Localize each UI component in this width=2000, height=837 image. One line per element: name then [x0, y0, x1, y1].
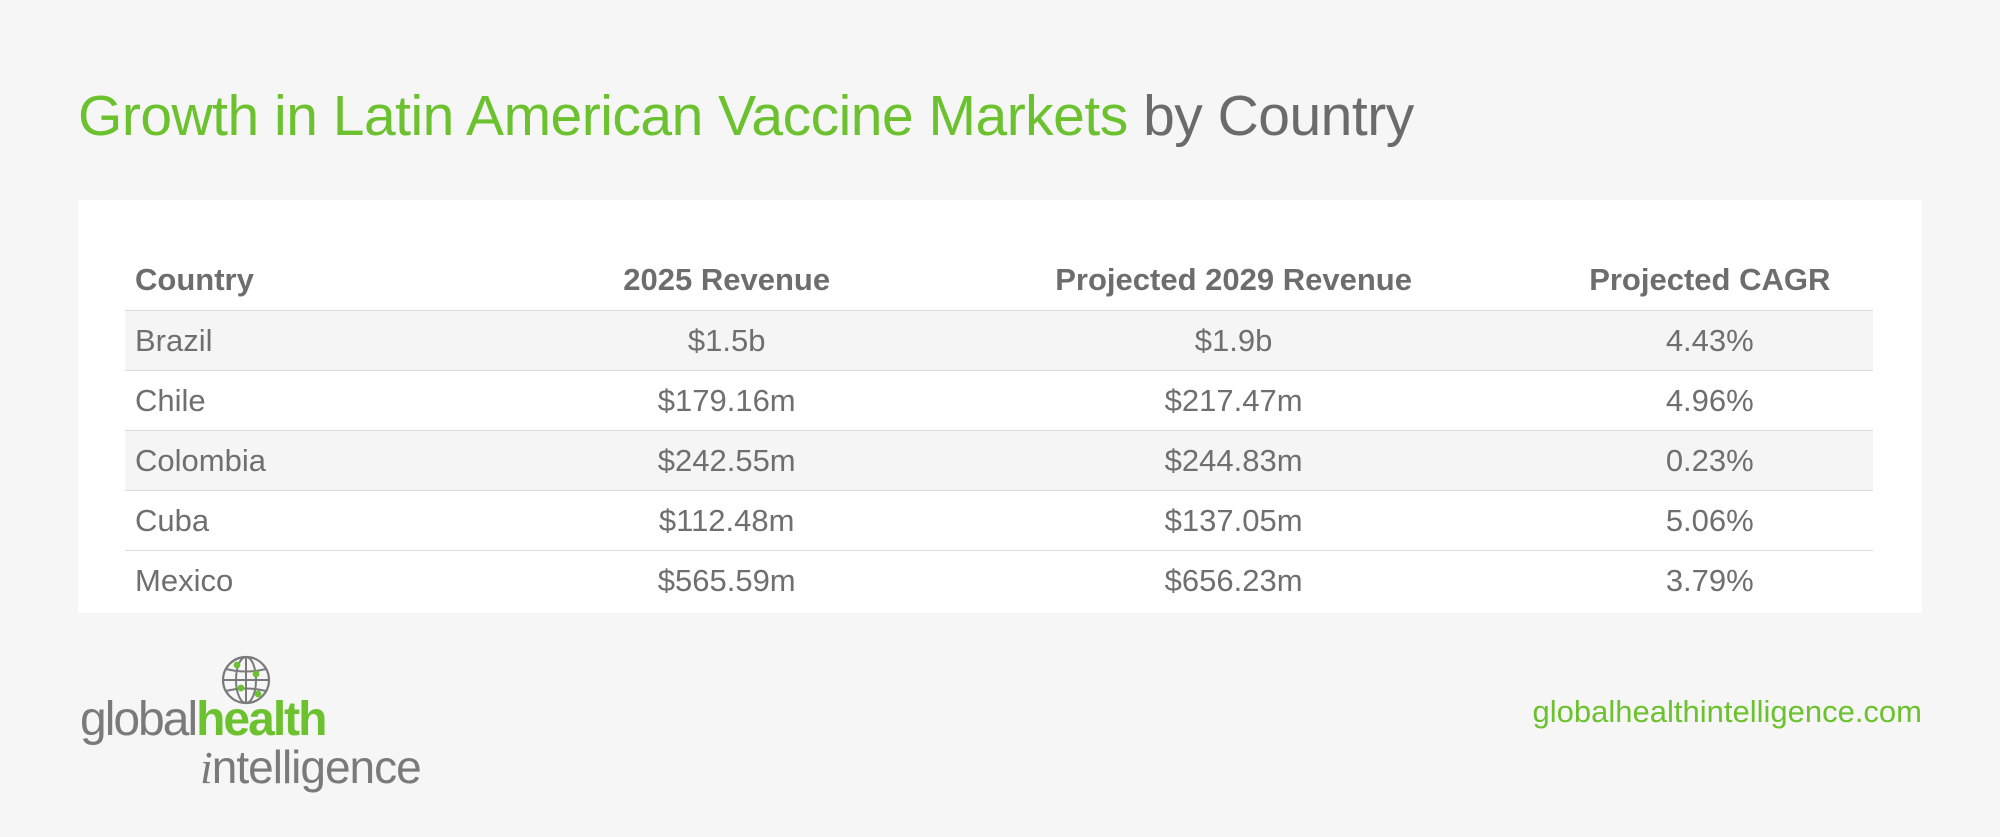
revenue-table: Country 2025 Revenue Projected 2029 Reve… [125, 250, 1873, 610]
logo-wordmark-bottom: intelligence [200, 741, 422, 794]
cell-2029-revenue: $1.9b [920, 310, 1547, 371]
website-link[interactable]: globalhealthintelligence.com [1532, 694, 1922, 729]
cell-cagr: 5.06% [1546, 490, 1873, 551]
table-row: Cuba $112.48m $137.05m 5.06% [125, 490, 1873, 551]
table-row: Mexico $565.59m $656.23m 3.79% [125, 551, 1873, 611]
cell-cagr: 3.79% [1665, 562, 1754, 598]
cell-cagr: 4.96% [1546, 370, 1873, 431]
cell-country: Brazil [125, 310, 533, 371]
cell-2025-revenue: $242.55m [532, 430, 921, 491]
title-rest: by Country [1127, 84, 1414, 148]
cell-cagr: 4.43% [1546, 310, 1873, 371]
table-row: Chile $179.16m $217.47m 4.96% [125, 370, 1873, 431]
page-title: Growth in Latin American Vaccine Markets… [78, 82, 1414, 150]
header-2025-revenue: 2025 Revenue [532, 250, 921, 311]
logo-word-global: global [80, 693, 198, 746]
logo-wordmark-top: globalhealth [80, 693, 327, 747]
cell-2029-revenue: $244.83m [920, 430, 1547, 491]
logo-letter-i: i [200, 742, 213, 793]
globe-icon [221, 655, 271, 705]
table-row: Colombia $242.55m $244.83m 0.23% [125, 430, 1873, 491]
cell-2025-revenue: $179.16m [532, 370, 921, 431]
cell-2029-revenue: $217.47m [920, 370, 1547, 431]
global-health-intelligence-logo: globalhealth intelligence [80, 650, 440, 800]
cell-country: Cuba [125, 490, 533, 551]
table-card: Country 2025 Revenue Projected 2029 Reve… [78, 200, 1922, 613]
cell-2025-revenue: $112.48m [532, 490, 921, 551]
title-highlight: Growth in Latin American Vaccine Markets [78, 84, 1128, 148]
header-projected-cagr: Projected CAGR [1546, 250, 1873, 311]
header-projected-2029-revenue: Projected 2029 Revenue [920, 250, 1547, 311]
logo-word-ntelligence: ntelligence [211, 741, 422, 793]
cell-country: Chile [125, 370, 533, 431]
header-country: Country [125, 250, 533, 311]
cell-2025-revenue: $1.5b [532, 310, 921, 371]
cell-2029-revenue: $137.05m [920, 490, 1547, 551]
logo-word-health: health [196, 693, 327, 746]
table-header-row: Country 2025 Revenue Projected 2029 Reve… [125, 250, 1873, 311]
cell-2025-revenue: $565.59m [657, 562, 796, 598]
cell-country: Mexico [135, 562, 234, 598]
cell-country: Colombia [125, 430, 533, 491]
cell-2029-revenue: $656.23m [1164, 562, 1303, 598]
table-row: Brazil $1.5b $1.9b 4.43% [125, 310, 1873, 371]
cell-cagr: 0.23% [1546, 430, 1873, 491]
